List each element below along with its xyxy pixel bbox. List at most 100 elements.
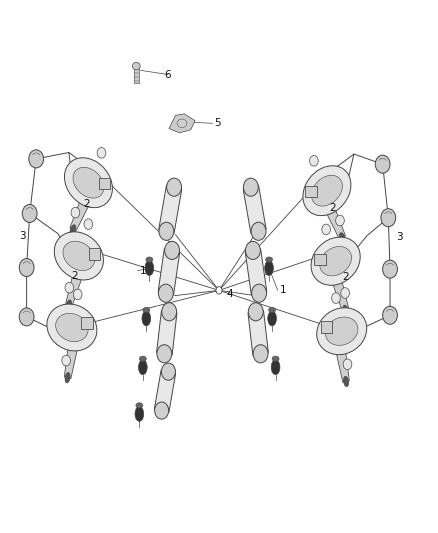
Circle shape bbox=[322, 224, 331, 235]
Ellipse shape bbox=[317, 308, 367, 354]
Polygon shape bbox=[336, 349, 350, 382]
Ellipse shape bbox=[265, 261, 273, 276]
Ellipse shape bbox=[155, 402, 169, 419]
Ellipse shape bbox=[244, 178, 258, 196]
Circle shape bbox=[73, 289, 82, 300]
Ellipse shape bbox=[73, 167, 104, 198]
FancyBboxPatch shape bbox=[89, 248, 100, 260]
Circle shape bbox=[84, 219, 93, 229]
Ellipse shape bbox=[343, 376, 349, 386]
Ellipse shape bbox=[54, 232, 103, 280]
Circle shape bbox=[97, 148, 106, 158]
Ellipse shape bbox=[162, 303, 177, 321]
Text: 2: 2 bbox=[330, 203, 336, 213]
Text: 2: 2 bbox=[83, 199, 89, 209]
Circle shape bbox=[341, 288, 350, 298]
Ellipse shape bbox=[139, 356, 146, 361]
Text: 5: 5 bbox=[215, 118, 221, 128]
Polygon shape bbox=[159, 185, 182, 233]
Ellipse shape bbox=[157, 345, 172, 363]
Ellipse shape bbox=[268, 308, 276, 313]
Ellipse shape bbox=[161, 363, 176, 380]
Ellipse shape bbox=[56, 313, 88, 342]
Ellipse shape bbox=[66, 300, 71, 310]
FancyBboxPatch shape bbox=[81, 317, 93, 329]
Circle shape bbox=[381, 209, 396, 227]
Ellipse shape bbox=[65, 373, 70, 383]
Polygon shape bbox=[158, 249, 180, 295]
Circle shape bbox=[65, 282, 74, 293]
Polygon shape bbox=[64, 345, 78, 378]
Ellipse shape bbox=[159, 284, 173, 302]
Polygon shape bbox=[248, 310, 268, 355]
Ellipse shape bbox=[268, 311, 276, 326]
Polygon shape bbox=[155, 370, 176, 413]
Ellipse shape bbox=[47, 304, 97, 351]
Ellipse shape bbox=[136, 403, 143, 408]
Ellipse shape bbox=[339, 233, 346, 243]
Polygon shape bbox=[243, 185, 266, 233]
Text: 2: 2 bbox=[71, 271, 78, 280]
Circle shape bbox=[332, 293, 340, 303]
Polygon shape bbox=[169, 114, 195, 133]
Polygon shape bbox=[326, 207, 346, 239]
Ellipse shape bbox=[311, 175, 343, 206]
Text: 2: 2 bbox=[342, 272, 349, 282]
Circle shape bbox=[19, 308, 34, 326]
Ellipse shape bbox=[320, 246, 352, 276]
Text: 3: 3 bbox=[396, 232, 403, 243]
Ellipse shape bbox=[63, 241, 95, 271]
Ellipse shape bbox=[343, 305, 348, 316]
Ellipse shape bbox=[135, 407, 144, 421]
Text: 1: 1 bbox=[280, 285, 286, 295]
Circle shape bbox=[19, 259, 34, 277]
Ellipse shape bbox=[271, 360, 280, 375]
Ellipse shape bbox=[303, 166, 351, 216]
Circle shape bbox=[383, 260, 397, 278]
FancyBboxPatch shape bbox=[314, 254, 326, 265]
Ellipse shape bbox=[142, 311, 151, 326]
Ellipse shape bbox=[248, 303, 263, 321]
Circle shape bbox=[29, 150, 44, 168]
Ellipse shape bbox=[311, 237, 360, 285]
Text: 3: 3 bbox=[19, 231, 25, 241]
Ellipse shape bbox=[177, 119, 187, 127]
Ellipse shape bbox=[265, 257, 272, 262]
Text: 1: 1 bbox=[140, 266, 146, 276]
Ellipse shape bbox=[138, 360, 147, 375]
Polygon shape bbox=[245, 249, 267, 295]
Ellipse shape bbox=[253, 345, 268, 363]
Text: 6: 6 bbox=[165, 70, 171, 79]
Ellipse shape bbox=[145, 261, 154, 276]
Ellipse shape bbox=[251, 222, 266, 240]
Circle shape bbox=[216, 287, 222, 294]
Polygon shape bbox=[66, 273, 82, 306]
Circle shape bbox=[383, 306, 397, 324]
Ellipse shape bbox=[132, 62, 140, 70]
Ellipse shape bbox=[325, 317, 358, 345]
Circle shape bbox=[310, 156, 318, 166]
Bar bbox=[134, 66, 139, 83]
Circle shape bbox=[71, 207, 80, 218]
Ellipse shape bbox=[159, 222, 174, 240]
Polygon shape bbox=[332, 278, 349, 312]
Text: 4: 4 bbox=[227, 289, 233, 299]
Ellipse shape bbox=[245, 241, 260, 260]
Ellipse shape bbox=[70, 225, 76, 235]
Ellipse shape bbox=[272, 356, 279, 361]
Circle shape bbox=[62, 356, 71, 366]
Polygon shape bbox=[157, 310, 177, 355]
Circle shape bbox=[22, 205, 37, 222]
Polygon shape bbox=[70, 199, 89, 231]
Ellipse shape bbox=[166, 178, 181, 196]
Ellipse shape bbox=[146, 257, 153, 262]
Ellipse shape bbox=[165, 241, 180, 260]
Circle shape bbox=[343, 359, 352, 369]
FancyBboxPatch shape bbox=[321, 321, 332, 333]
FancyBboxPatch shape bbox=[99, 177, 110, 189]
Ellipse shape bbox=[252, 284, 267, 302]
FancyBboxPatch shape bbox=[305, 185, 317, 197]
Circle shape bbox=[336, 215, 344, 226]
Ellipse shape bbox=[64, 158, 113, 208]
Circle shape bbox=[375, 155, 390, 173]
